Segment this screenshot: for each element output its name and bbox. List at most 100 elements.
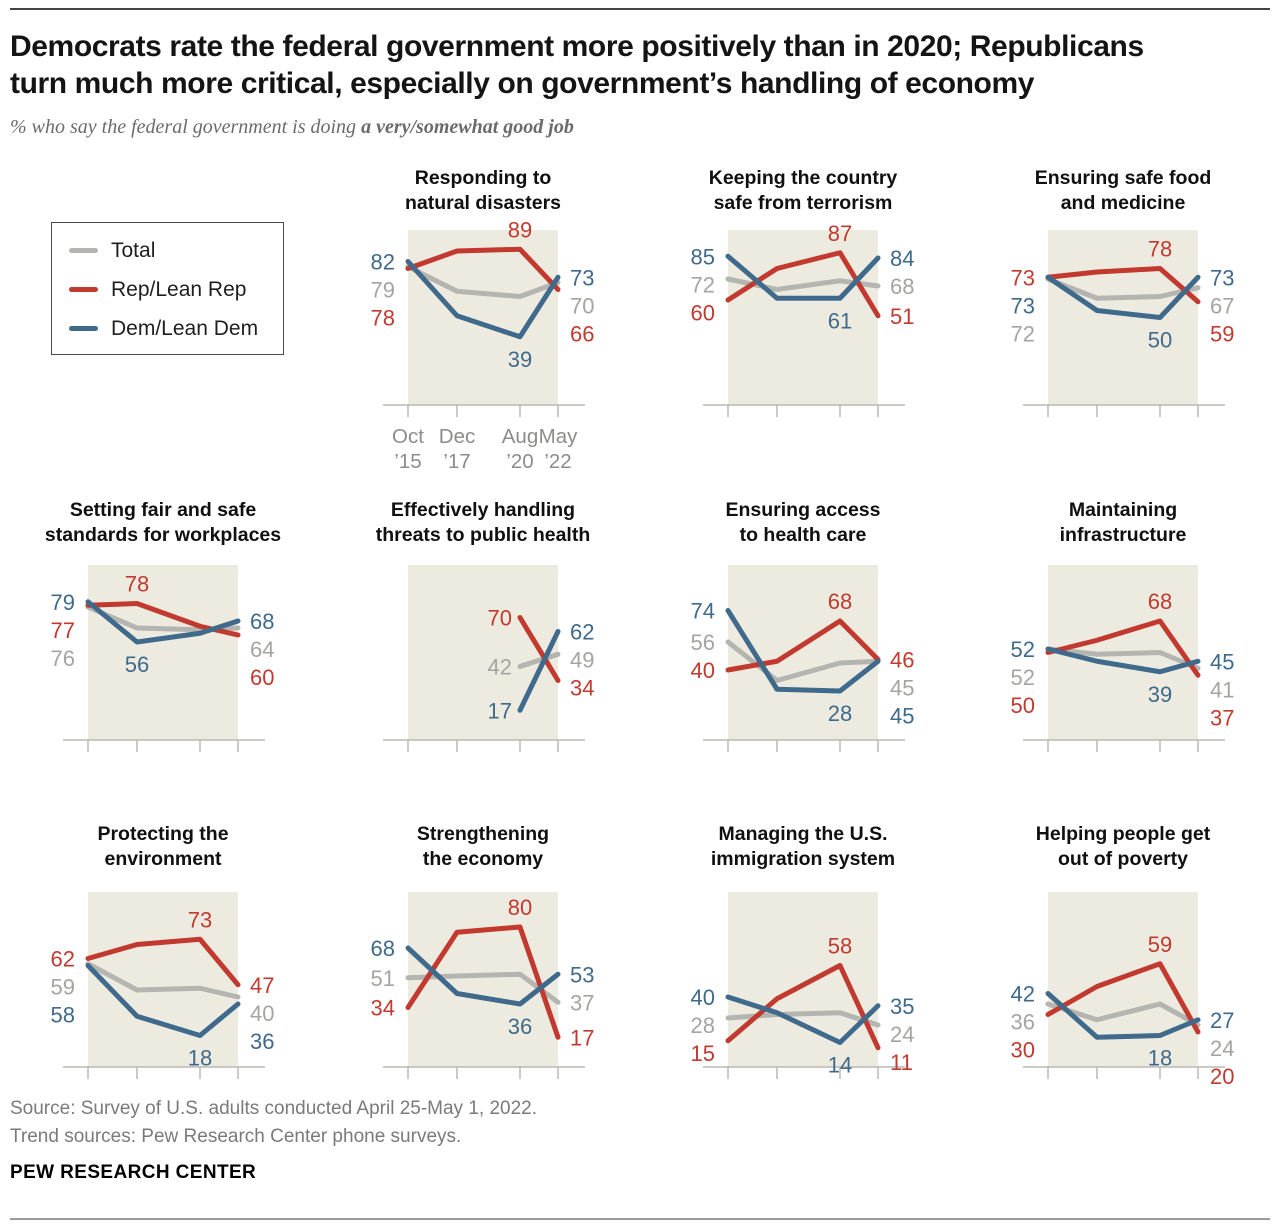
legend-item-rep: Rep/Lean Rep [69,270,283,309]
chart-terrorism: 85 72 60 84 68 51 87 61 [691,221,914,417]
chart-title-infrastructure: Maintaining infrastructure [1059,499,1187,546]
end-label-total: 68 [890,274,914,299]
series-line-rep [405,246,561,292]
end-label-rep: 17 [570,1025,594,1050]
subtitle-bold: a very/somewhat good job [361,116,574,138]
plot-area [728,230,878,405]
chart-title-immigration: Managing the U.S. immigration system [710,823,896,870]
end-label-dem: 84 [890,246,914,271]
series-line-dem [1045,646,1201,675]
top-rule [10,8,1270,10]
start-label-rep: 73 [1011,265,1035,290]
start-label-rep: 15 [691,1041,715,1066]
end-label-rep: 11 [890,1050,913,1075]
series-line-total [405,264,561,299]
start-label-rep: 70 [488,606,512,631]
end-label-total: 45 [890,676,914,701]
chart-infrastructure: 52 52 50 45 41 37 68 39 [1011,565,1234,752]
series-line-total [1045,1001,1201,1028]
page-title: Democrats rate the federal government mo… [10,30,1144,100]
bottom-rule [10,1218,1270,1220]
series-line-rep [725,963,881,1051]
series-line-dem [725,608,881,694]
start-label-total: 52 [1011,665,1035,690]
chart-title-workplace-standards: Setting fair and safe standards for work… [44,499,282,546]
start-label-total: 36 [1011,1010,1035,1035]
series-line-rep [1045,618,1201,678]
legend: Total Rep/Lean Rep Dem/Lean Dem [51,222,284,355]
start-label-dem: 82 [371,250,395,275]
start-label-dem: 79 [51,590,75,615]
end-label-dem: 53 [570,962,594,987]
point-label-dem: 14 [828,1053,852,1078]
chart-workplace-standards: 79 77 76 68 64 60 78 56 [51,565,274,752]
series-line-rep [725,250,881,319]
point-label-rep: 89 [508,217,532,242]
chart-environment: 62 59 58 47 40 36 73 18 [51,892,274,1079]
end-label-total: 40 [250,1001,274,1026]
dem-line-swatch [69,326,98,331]
end-label-dem: 73 [570,265,594,290]
series-line-rep [85,601,241,638]
chart-health-care-access: 74 56 40 46 45 45 68 28 [691,565,914,752]
plot-area [728,892,878,1067]
plot-area [88,892,238,1067]
chart-title-natural-disasters: Responding to natural disasters [404,167,562,214]
plot-area [408,230,558,405]
chart-title-health-care-access: Ensuring access to health care [725,499,881,546]
end-label-total: 24 [1210,1036,1234,1061]
end-label-rep: 60 [250,665,274,690]
end-label-dem: 36 [250,1029,274,1054]
start-label-total: 79 [371,278,395,303]
series-line-dem [725,253,881,301]
start-label-dem: 85 [691,244,715,269]
start-label-dem: 73 [1011,293,1035,318]
legend-label-dem: Dem/Lean Dem [111,316,259,340]
plot-area [728,565,878,740]
series-line-total [725,639,881,683]
end-label-dem: 73 [1210,265,1234,290]
plot-area [408,565,558,740]
start-label-total: 59 [51,975,75,1000]
source-note: Source: Survey of U.S. adults conducted … [10,1098,538,1119]
x-tick-label: Oct [392,425,424,448]
rep-line-swatch [69,287,98,292]
chart-title-safe-food-medicine: Ensuring safe food and medicine [1034,167,1212,214]
end-label-dem: 35 [890,994,914,1019]
subtitle-prefix: % who say the federal government is doin… [10,116,362,138]
x-tick-label: ’17 [443,450,470,473]
chart-title-environment: Protecting the environment [97,823,229,870]
start-label-rep: 30 [1011,1038,1035,1063]
chart-economy: 68 51 34 53 37 17 80 36 [371,892,594,1079]
point-label-rep: 78 [1148,237,1172,262]
total-line-swatch [69,248,98,253]
start-label-dem: 74 [691,599,715,624]
end-label-total: 37 [570,990,594,1015]
point-label-dem: 28 [828,701,852,726]
legend-item-dem: Dem/Lean Dem [69,309,283,348]
series-line-dem [405,945,561,1007]
end-label-rep: 34 [570,676,594,701]
end-label-dem: 27 [1210,1008,1234,1033]
point-label-dem: 50 [1148,328,1172,353]
start-label-rep: 78 [371,306,395,331]
point-label-dem: 56 [125,652,149,677]
point-label-dem: 18 [188,1046,212,1071]
point-label-rep: 58 [828,934,852,959]
start-label-rep: 40 [691,658,715,683]
end-label-dem: 45 [1210,649,1234,674]
point-label-dem: 36 [508,1014,532,1039]
series-line-rep [85,936,241,988]
series-line-total [517,651,561,669]
end-label-rep: 46 [890,648,914,673]
chart-poverty: 42 36 30 27 24 20 59 18 [1011,892,1234,1089]
chart-natural-disasters: 82 79 78 73 70 66 89 39 Oct’15 Dec’17 Aug’20 May’22 [371,217,595,473]
start-label-dem: 17 [488,698,512,723]
chart-title-public-health: Effectively handling threats to public h… [375,499,591,546]
series-line-rep [517,615,561,683]
start-label-total: 56 [691,630,715,655]
x-tick-label: Aug [502,425,538,448]
start-label-total: 42 [488,655,512,680]
start-label-rep: 77 [51,618,75,643]
